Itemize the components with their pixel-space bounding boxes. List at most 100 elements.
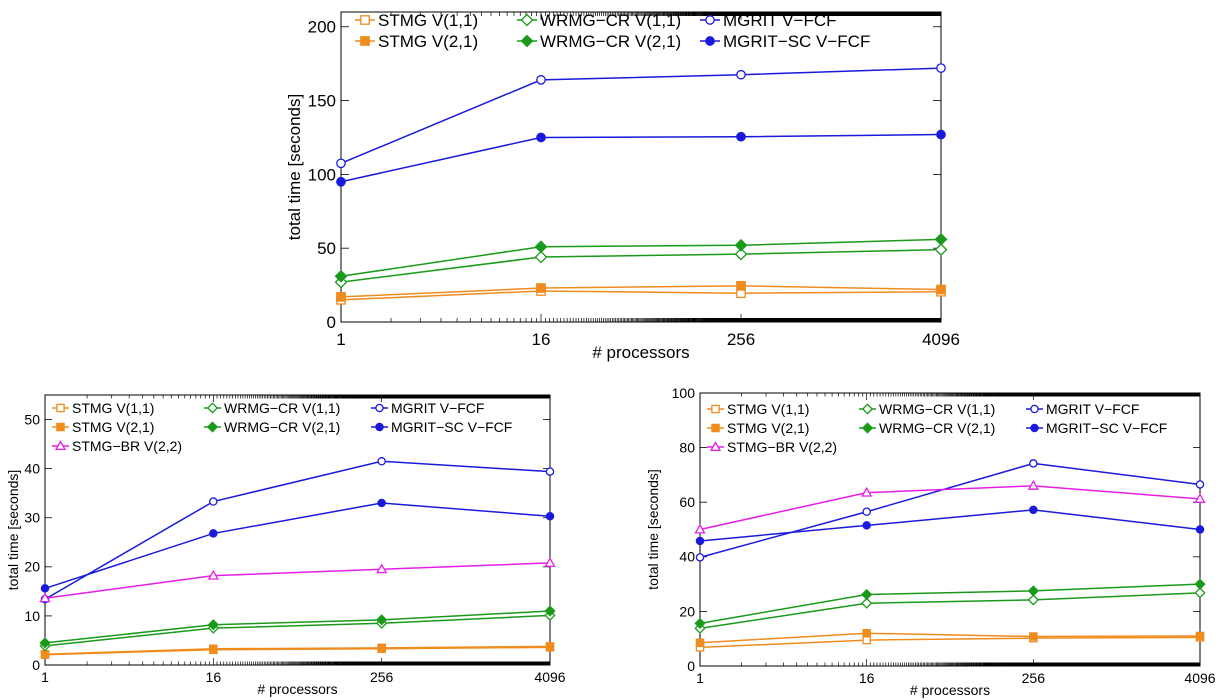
bl-legend-item: STMG−BR V(2,2): [52, 438, 182, 454]
bl-data-point: [40, 584, 50, 593]
br-data-point: [1194, 493, 1206, 503]
br-series-line: [699, 583, 1201, 625]
br-legend-marker: [1030, 423, 1039, 433]
bl-x-axis-label: # processors: [257, 681, 337, 697]
top-x-tick-label: 256: [727, 330, 755, 349]
top-legend-label: WRMG−CR V(1,1): [540, 11, 681, 30]
top-data-point: [936, 63, 946, 73]
top-data-point: [336, 176, 346, 187]
top-legend-marker: [360, 15, 370, 25]
bl-x-tick-label: 16: [206, 669, 222, 685]
bl-legend-label: WRMG−CR V(1,1): [224, 400, 340, 416]
br-legend-label: STMG−BR V(2,2): [727, 439, 837, 455]
top-legend-label: MGRIT V−FCF: [723, 11, 837, 30]
top-series-line: [340, 238, 942, 277]
top-data-point: [534, 240, 548, 254]
bl-series-line: [44, 502, 551, 590]
bl-data-point: [545, 643, 555, 652]
br-series-3: [694, 578, 1206, 630]
br-series-line: [699, 462, 1201, 559]
br-legend-item: STMG−BR V(2,2): [707, 439, 837, 455]
top-series-3: [334, 232, 948, 283]
chart-top-panel: 1 16 256 4096 0 50 100 150 200 # processors total …: [270, 0, 960, 365]
br-series-line: [699, 632, 1201, 644]
bl-series-1: [40, 643, 555, 659]
top-series-line: [340, 133, 942, 183]
top-legend-label: WRMG−CR V(2,1): [540, 32, 681, 51]
br-legend-label: WRMG−CR V(2,1): [879, 420, 995, 436]
top-legend-label: MGRIT−SC V−FCF: [723, 32, 870, 51]
bl-legend-label: WRMG−CR V(2,1): [224, 419, 340, 435]
br-y-tick-label: 60: [679, 494, 695, 510]
top-y-tick-label: 0: [327, 313, 336, 332]
br-series-5: [695, 505, 1205, 546]
top-y-tick-label: 100: [308, 165, 336, 184]
bl-series-2: [39, 609, 556, 652]
br-legend-marker: [861, 422, 874, 434]
br-y-tick-label: 80: [679, 440, 695, 456]
br-data-point: [862, 521, 871, 530]
top-legend-marker: [520, 13, 534, 27]
br-data-point: [1195, 525, 1205, 534]
top-legend-item: MGRIT V−FCF: [700, 11, 837, 30]
br-x-tick-label: 16: [859, 670, 875, 686]
top-legend-item: STMG V(2,1): [355, 32, 478, 51]
top-legend: STMG V(1,1) STMG V(2,1) WRMG−CR V(1,1) WRMG…: [355, 11, 870, 51]
bl-legend-label: MGRIT V−FCF: [391, 400, 484, 416]
bl-legend-item: MGRIT V−FCF: [371, 400, 484, 416]
top-minor-ticks: [390, 12, 942, 322]
br-data-point: [1029, 459, 1038, 468]
bl-y-axis-label: total time [seconds]: [5, 470, 21, 591]
top-legend-marker: [705, 15, 715, 25]
br-legend-item: STMG V(2,1): [707, 420, 809, 436]
br-legend-label: STMG V(1,1): [727, 401, 809, 417]
chart-bottom-left-svg: 1 16 256 4096 0 10 20 30 40 50 # processors total t…: [5, 394, 566, 697]
top-x-tick-label: 1: [336, 330, 345, 349]
top-y-axis-label: total time [seconds]: [285, 94, 304, 240]
br-data-point: [861, 597, 873, 609]
top-data-point: [534, 250, 548, 264]
bl-data-point: [544, 557, 556, 567]
chart-bottom-right-panel: 1 16 256 4096 0 20 40 60 80 100 # processors total …: [640, 378, 1221, 700]
br-y-tick-label: 0: [687, 658, 695, 674]
br-data-point: [861, 588, 873, 601]
top-legend-label: STMG V(2,1): [378, 32, 478, 51]
bl-data-point: [207, 569, 219, 580]
bl-series-line: [44, 646, 551, 656]
top-legend-item: STMG V(1,1): [355, 11, 478, 30]
br-legend-item: WRMG−CR V(2,1): [859, 420, 995, 436]
br-data-point: [1027, 585, 1039, 597]
top-y-tick-label: 200: [308, 18, 336, 37]
top-legend-label: STMG V(1,1): [378, 11, 478, 30]
bl-legend-label: STMG V(1,1): [72, 400, 154, 416]
br-y-tick-label: 20: [679, 603, 695, 619]
br-legend: STMG V(1,1) STMG V(2,1) WRMG−CR V(1,1) WRMG…: [707, 401, 1167, 455]
br-legend-label: STMG V(2,1): [727, 420, 809, 436]
bl-data-point: [544, 605, 556, 617]
br-series-1: [695, 628, 1205, 648]
bl-legend-label: STMG−BR V(2,2): [72, 438, 182, 454]
br-data-point: [694, 617, 706, 630]
bl-series-3: [39, 605, 556, 649]
top-plot-frame: [340, 11, 942, 323]
top-legend-item: WRMG−CR V(2,1): [517, 32, 681, 51]
br-series-line: [699, 636, 1201, 649]
bl-data-point: [209, 529, 218, 538]
bl-y-tick-label: 0: [32, 657, 40, 673]
br-y-axis-label: total time [seconds]: [645, 469, 661, 590]
top-legend-item: MGRIT−SC V−FCF: [700, 32, 870, 51]
br-legend-marker: [861, 403, 874, 415]
bl-y-tick-label: 20: [24, 559, 40, 575]
chart-top-svg: 1 16 256 4096 0 50 100 150 200 # processors total …: [285, 11, 960, 362]
br-legend-label: MGRIT V−FCF: [1046, 401, 1139, 417]
top-data-point: [734, 247, 748, 261]
top-legend-marker: [705, 36, 715, 46]
top-series-line: [340, 290, 942, 301]
bl-legend: STMG V(1,1) STMG V(2,1) WRMG−CR V(1,1) WRMG…: [52, 400, 512, 454]
top-series-4: [336, 63, 946, 169]
br-legend-marker: [711, 404, 720, 414]
br-data-point: [862, 635, 871, 645]
bl-x-tick-label: 256: [370, 669, 394, 685]
bl-data-point: [545, 512, 555, 521]
top-data-point: [336, 292, 346, 302]
